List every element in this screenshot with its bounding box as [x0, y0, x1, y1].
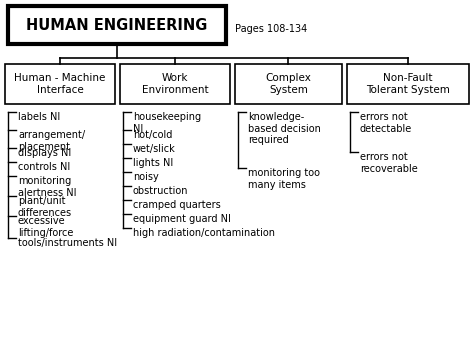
Text: displays NI: displays NI — [18, 148, 71, 158]
Text: HUMAN ENGINEERING: HUMAN ENGINEERING — [27, 17, 208, 33]
Text: lights NI: lights NI — [133, 158, 173, 168]
Text: obstruction: obstruction — [133, 186, 189, 196]
Text: tools/instruments NI: tools/instruments NI — [18, 238, 117, 248]
Text: knowledge-
based decision
required: knowledge- based decision required — [248, 112, 321, 145]
Text: monitoring too
many items: monitoring too many items — [248, 168, 320, 190]
Text: Work
Environment: Work Environment — [142, 73, 208, 95]
Bar — [347, 64, 469, 104]
Text: Non-Fault
Tolerant System: Non-Fault Tolerant System — [366, 73, 450, 95]
Text: noisy: noisy — [133, 172, 159, 182]
Text: labels NI: labels NI — [18, 112, 60, 122]
Text: Complex
System: Complex System — [265, 73, 311, 95]
Bar — [120, 64, 230, 104]
Bar — [5, 64, 115, 104]
Text: wet/slick: wet/slick — [133, 144, 176, 154]
Text: plant/unit
differences: plant/unit differences — [18, 196, 72, 218]
Text: errors not
detectable: errors not detectable — [360, 112, 412, 134]
Text: Human - Machine
Interface: Human - Machine Interface — [14, 73, 106, 95]
Text: high radiation/contamination: high radiation/contamination — [133, 228, 275, 238]
Text: Pages 108-134: Pages 108-134 — [235, 24, 307, 34]
Text: hot/cold: hot/cold — [133, 130, 173, 140]
Text: errors not
recoverable: errors not recoverable — [360, 152, 418, 174]
Bar — [235, 64, 342, 104]
Text: cramped quarters: cramped quarters — [133, 200, 221, 210]
Text: excessive
lifting/force: excessive lifting/force — [18, 216, 73, 238]
Text: arrangement/
placement: arrangement/ placement — [18, 130, 85, 152]
Text: controls NI: controls NI — [18, 162, 70, 172]
Text: equipment guard NI: equipment guard NI — [133, 214, 231, 224]
Text: housekeeping
NI: housekeeping NI — [133, 112, 201, 134]
Bar — [8, 6, 226, 44]
Text: monitoring
alertness NI: monitoring alertness NI — [18, 176, 76, 198]
